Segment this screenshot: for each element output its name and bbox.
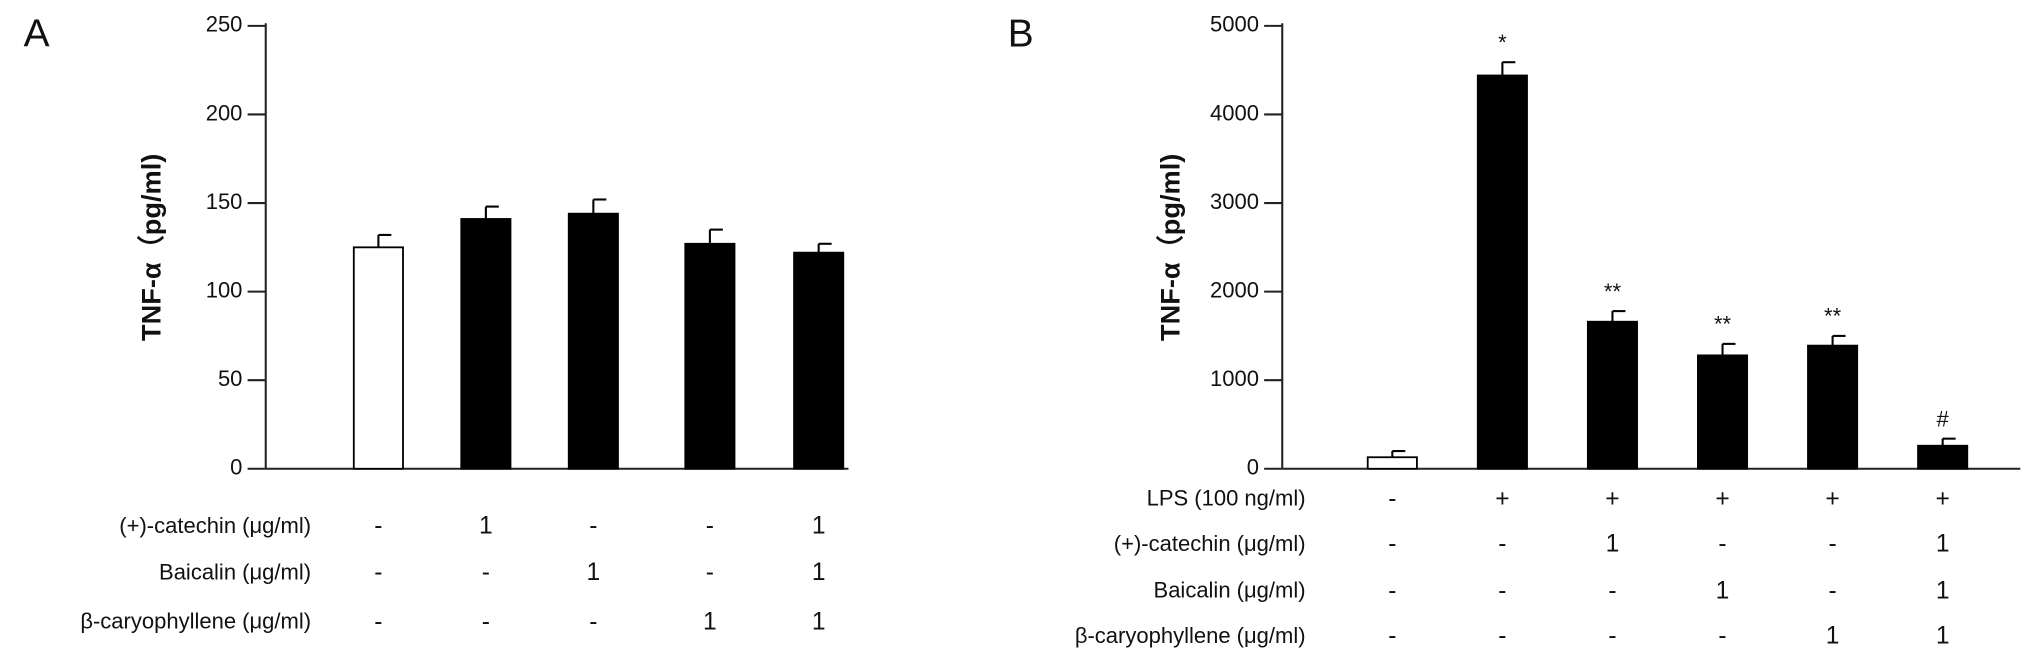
condition-value: -: [374, 559, 382, 586]
y-tick-label: 0: [230, 455, 242, 480]
condition-value: -: [1498, 623, 1506, 650]
condition-value: -: [374, 513, 382, 540]
condition-value: -: [1498, 531, 1506, 558]
condition-value: -: [589, 513, 597, 540]
condition-value: 1: [587, 559, 601, 586]
y-tick-label: 5000: [1210, 12, 1259, 37]
significance-label: *: [1498, 30, 1507, 55]
condition-label: β-caryophyllene (μg/ml): [80, 609, 311, 634]
condition-value: -: [1388, 577, 1396, 604]
bar: [793, 251, 845, 470]
condition-value: -: [589, 608, 597, 635]
bar: [1366, 456, 1418, 470]
y-tick-label: 250: [206, 12, 243, 37]
condition-value: -: [482, 559, 490, 586]
condition-value: +: [1605, 485, 1619, 512]
condition-value: 1: [1716, 577, 1730, 604]
condition-value: 1: [1936, 577, 1950, 604]
condition-value: -: [482, 608, 490, 635]
y-tick-label: 3000: [1210, 189, 1259, 214]
condition-value: -: [706, 559, 714, 586]
condition-value: 1: [1826, 623, 1840, 650]
significance-label: **: [1714, 312, 1732, 337]
bar: [684, 242, 736, 470]
y-tick-label: 2000: [1210, 277, 1259, 302]
condition-value: -: [1608, 623, 1616, 650]
condition-value: -: [1828, 531, 1836, 558]
bar: [567, 212, 619, 470]
condition-value: +: [1825, 485, 1839, 512]
condition-value: +: [1715, 485, 1729, 512]
y-tick-label: 50: [218, 366, 242, 391]
bar: [1917, 444, 1969, 470]
condition-value: -: [1388, 623, 1396, 650]
condition-value: -: [1718, 623, 1726, 650]
condition-value: +: [1935, 485, 1949, 512]
condition-value: 1: [812, 559, 826, 586]
condition-label: β-caryophyllene (μg/ml): [1075, 623, 1306, 648]
condition-value: +: [1495, 485, 1509, 512]
bar: [460, 218, 512, 470]
condition-label: Baicalin (μg/ml): [159, 559, 311, 584]
significance-label: **: [1824, 304, 1842, 329]
condition-value: -: [706, 513, 714, 540]
panel-label: B: [1008, 13, 1034, 56]
bar: [1697, 354, 1749, 470]
y-tick-label: 200: [206, 100, 243, 125]
condition-value: -: [1388, 531, 1396, 558]
condition-label: LPS (100 ng/ml): [1147, 486, 1306, 511]
condition-value: -: [374, 608, 382, 635]
bar: [1476, 74, 1528, 470]
condition-value: 1: [812, 608, 826, 635]
condition-value: 1: [812, 513, 826, 540]
y-tick-label: 1000: [1210, 366, 1259, 391]
condition-label: (+)-catechin (μg/ml): [119, 513, 311, 538]
bar: [1586, 320, 1638, 470]
y-tick-label: 0: [1247, 455, 1259, 480]
y-axis-label: TNF-α（pg/ml): [135, 154, 166, 341]
condition-value: -: [1718, 531, 1726, 558]
condition-value: 1: [1936, 623, 1950, 650]
condition-value: 1: [703, 608, 717, 635]
panel-label: A: [24, 13, 50, 56]
y-tick-label: 100: [206, 277, 243, 302]
condition-value: -: [1498, 577, 1506, 604]
y-tick-label: 4000: [1210, 100, 1259, 125]
condition-label: (+)-catechin (μg/ml): [1114, 531, 1306, 556]
bar: [352, 246, 404, 470]
y-axis-label: TNF-α（pg/ml): [1154, 154, 1185, 341]
condition-value: 1: [1606, 531, 1620, 558]
condition-value: -: [1608, 577, 1616, 604]
significance-label: **: [1604, 279, 1622, 304]
condition-value: -: [1828, 577, 1836, 604]
y-tick-label: 150: [206, 189, 243, 214]
bar: [1807, 344, 1859, 470]
condition-value: -: [1388, 485, 1396, 512]
significance-label: #: [1937, 406, 1950, 431]
condition-value: 1: [1936, 531, 1950, 558]
condition-label: Baicalin (μg/ml): [1154, 578, 1306, 603]
condition-value: 1: [479, 513, 493, 540]
